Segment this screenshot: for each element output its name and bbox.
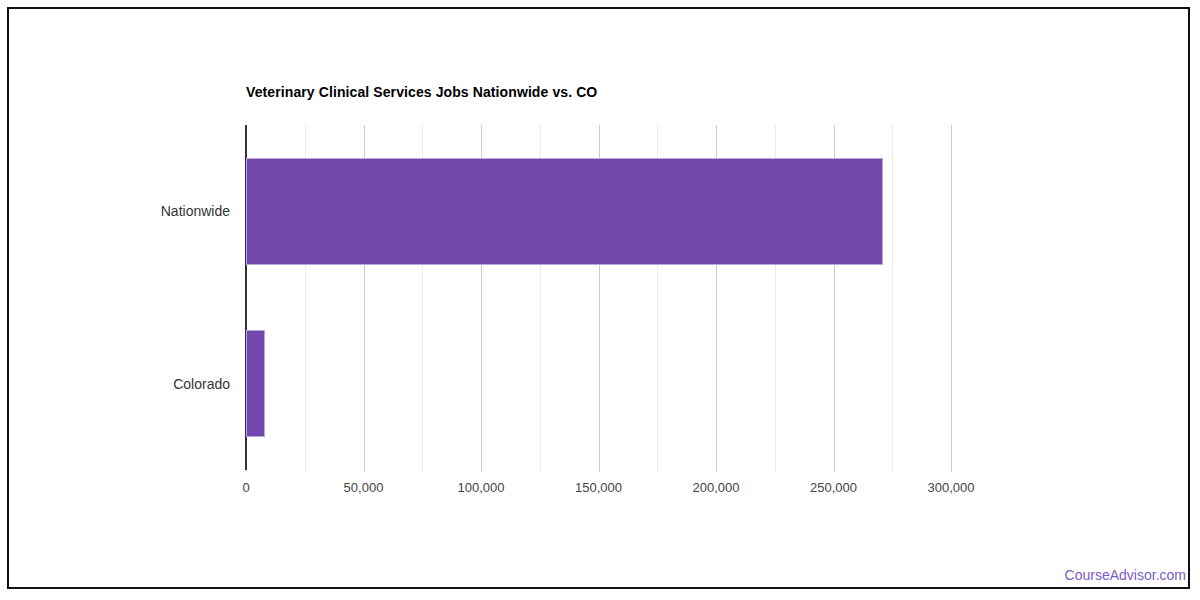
chart-canvas: Veterinary Clinical Services Jobs Nation… xyxy=(0,0,1200,600)
x-tick-label: 100,000 xyxy=(458,480,505,495)
bar-nationwide xyxy=(246,158,883,265)
gridline-minor xyxy=(892,125,893,472)
courseadvisor-link[interactable]: CourseAdvisor.com xyxy=(1065,567,1186,583)
x-tick-label: 50,000 xyxy=(344,480,384,495)
x-tick-label: 300,000 xyxy=(928,480,975,495)
gridline-major xyxy=(951,125,952,472)
x-tick-label: 250,000 xyxy=(810,480,857,495)
plot-area: 0 50,000 100,000 150,000 200,000 250,000 300,0… xyxy=(0,0,1200,600)
category-label-colorado: Colorado xyxy=(80,376,230,392)
category-label-nationwide: Nationwide xyxy=(80,203,230,219)
x-tick-label: 150,000 xyxy=(575,480,622,495)
x-tick-label: 200,000 xyxy=(693,480,740,495)
bar-colorado xyxy=(246,330,265,437)
x-tick-label: 0 xyxy=(242,480,249,495)
